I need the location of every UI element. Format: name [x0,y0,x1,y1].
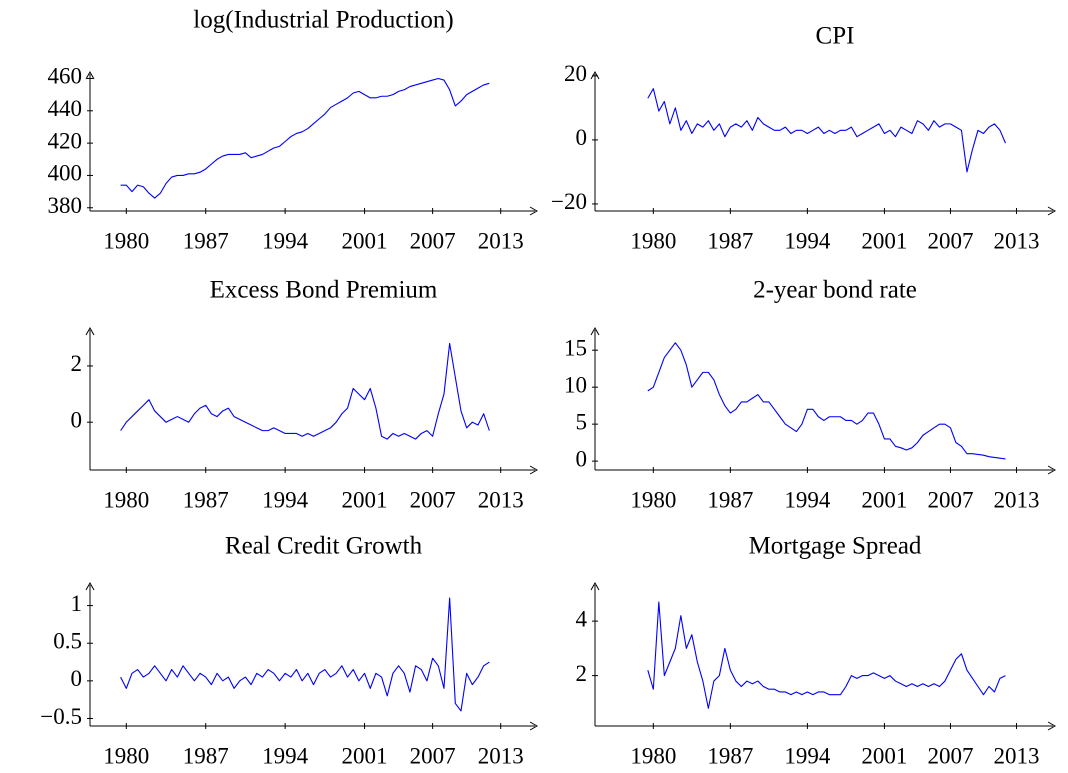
x-axis-arrow [529,465,539,475]
x-tick-label: 1994 [784,743,831,768]
x-tick-label: 1987 [183,487,229,512]
y-tick-label: 0 [576,446,588,471]
series-line [120,342,490,440]
x-tick-label: 2001 [861,487,907,512]
y-tick-label: 5 [576,409,588,434]
x-tick-label: 2013 [478,487,524,512]
x-tick-label: 1980 [630,743,676,768]
x-tick-label: 2007 [927,228,973,253]
x-tick-label: 2001 [342,228,388,253]
y-tick-label: 15 [564,335,587,360]
x-axis-arrow [1047,206,1057,216]
series-line [647,342,1006,460]
x-tick-label: 1980 [103,228,149,253]
y-axis-arrow [590,581,600,591]
x-tick-label: 1994 [262,228,309,253]
y-axis-arrow [85,581,95,591]
chart-title: Excess Bond Premium [210,277,438,304]
y-tick-label: 0 [71,666,83,691]
chart-title: CPI [816,23,855,50]
x-tick-label: 1987 [707,743,753,768]
x-tick-label: 2007 [927,487,973,512]
x-tick-label: 1994 [262,487,309,512]
y-axis-arrow [85,326,95,336]
x-tick-label: 1994 [784,228,831,253]
x-axis-arrow [1047,721,1057,731]
y-tick-label: −20 [551,189,587,214]
y-axis-arrow [590,70,600,80]
series-line [647,601,1006,709]
y-tick-label: 0.5 [53,628,82,653]
x-axis-arrow [529,721,539,731]
x-tick-label: 1987 [183,228,229,253]
x-tick-label: 1987 [707,228,753,253]
x-tick-label: 1980 [103,743,149,768]
x-tick-label: 1987 [183,743,229,768]
y-axis-arrow [590,326,600,336]
y-tick-label: 380 [48,193,83,218]
chart-title: log(Industrial Production) [193,7,453,34]
x-tick-label: 1980 [630,487,676,512]
x-tick-label: 2001 [342,487,388,512]
x-tick-label: 2001 [861,228,907,253]
series-line [120,77,490,199]
x-tick-label: 1994 [262,743,309,768]
chart-title: 2-year bond rate [753,277,917,304]
y-tick-label: 440 [48,96,83,121]
y-tick-label: 0 [71,407,83,432]
y-tick-label: 2 [576,661,588,686]
series-line [120,597,490,712]
x-tick-label: 1980 [103,487,149,512]
y-tick-label: 0 [576,125,588,150]
series-line [647,88,1006,173]
x-tick-label: 2013 [993,487,1039,512]
x-tick-label: 2013 [478,228,524,253]
y-tick-label: 400 [48,161,83,186]
x-axis-arrow [529,206,539,216]
x-tick-label: 2013 [993,228,1039,253]
chart-title: Real Credit Growth [225,533,423,560]
x-tick-label: 2007 [410,743,456,768]
x-tick-label: 2007 [927,743,973,768]
x-tick-label: 2013 [993,743,1039,768]
x-tick-label: 1987 [707,487,753,512]
x-tick-label: 1994 [784,487,831,512]
x-tick-label: 2013 [478,743,524,768]
x-tick-label: 2007 [410,487,456,512]
y-tick-label: 460 [48,64,83,89]
x-tick-label: 1980 [630,228,676,253]
y-tick-label: −0.5 [40,704,82,729]
y-tick-label: 4 [576,606,588,631]
y-axis-arrow [85,70,95,80]
y-tick-label: 420 [48,128,83,153]
chart-title: Mortgage Spread [749,533,922,560]
x-tick-label: 2001 [861,743,907,768]
y-tick-label: 2 [71,351,83,376]
y-tick-label: 1 [71,591,83,616]
x-tick-label: 2007 [410,228,456,253]
x-tick-label: 2001 [342,743,388,768]
x-axis-arrow [1047,465,1057,475]
y-tick-label: 20 [564,61,587,86]
y-tick-label: 10 [564,372,587,397]
